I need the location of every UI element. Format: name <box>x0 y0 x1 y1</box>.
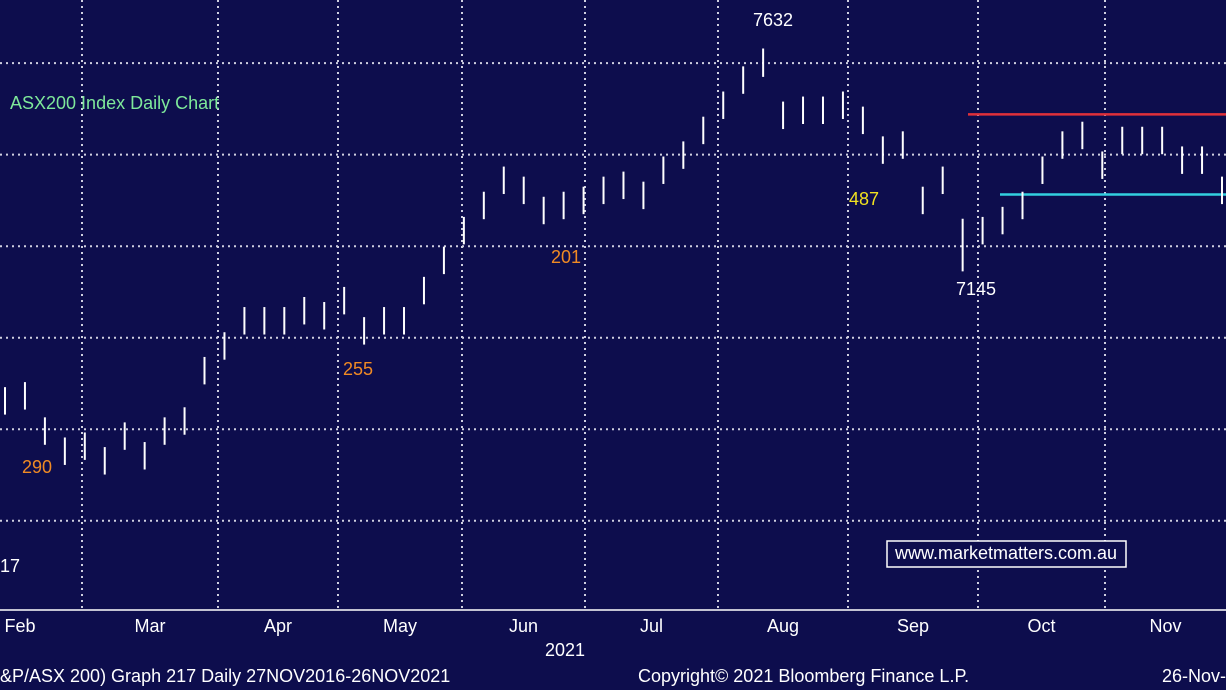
x-tick-label: Jun <box>509 616 538 636</box>
x-tick-label: Aug <box>767 616 799 636</box>
x-tick-label: Oct <box>1027 616 1055 636</box>
x-tick-label: Sep <box>897 616 929 636</box>
footer: &P/ASX 200) Graph 217 Daily 27NOV2016-26… <box>0 666 450 686</box>
annotation: 290 <box>22 457 52 477</box>
annotation: 17 <box>0 556 20 576</box>
x-tick-label: Jul <box>640 616 663 636</box>
annotation: 201 <box>551 247 581 267</box>
annotation: 255 <box>343 359 373 379</box>
footer: Copyright© 2021 Bloomberg Finance L.P. <box>638 666 969 686</box>
x-tick-label: Mar <box>135 616 166 636</box>
chart-title: ASX200 Index Daily Chart <box>10 93 219 113</box>
annotation: 7145 <box>956 279 996 299</box>
annotation: 7632 <box>753 10 793 30</box>
x-tick-label: Nov <box>1149 616 1181 636</box>
annotation: 487 <box>849 189 879 209</box>
x-tick-label: Feb <box>4 616 35 636</box>
footer: 26-Nov- <box>1162 666 1226 686</box>
year-label: 2021 <box>545 640 585 660</box>
watermark: www.marketmatters.com.au <box>894 543 1117 563</box>
watermark-box <box>886 540 1127 568</box>
x-tick-label: May <box>383 616 417 636</box>
x-tick-label: Apr <box>264 616 292 636</box>
